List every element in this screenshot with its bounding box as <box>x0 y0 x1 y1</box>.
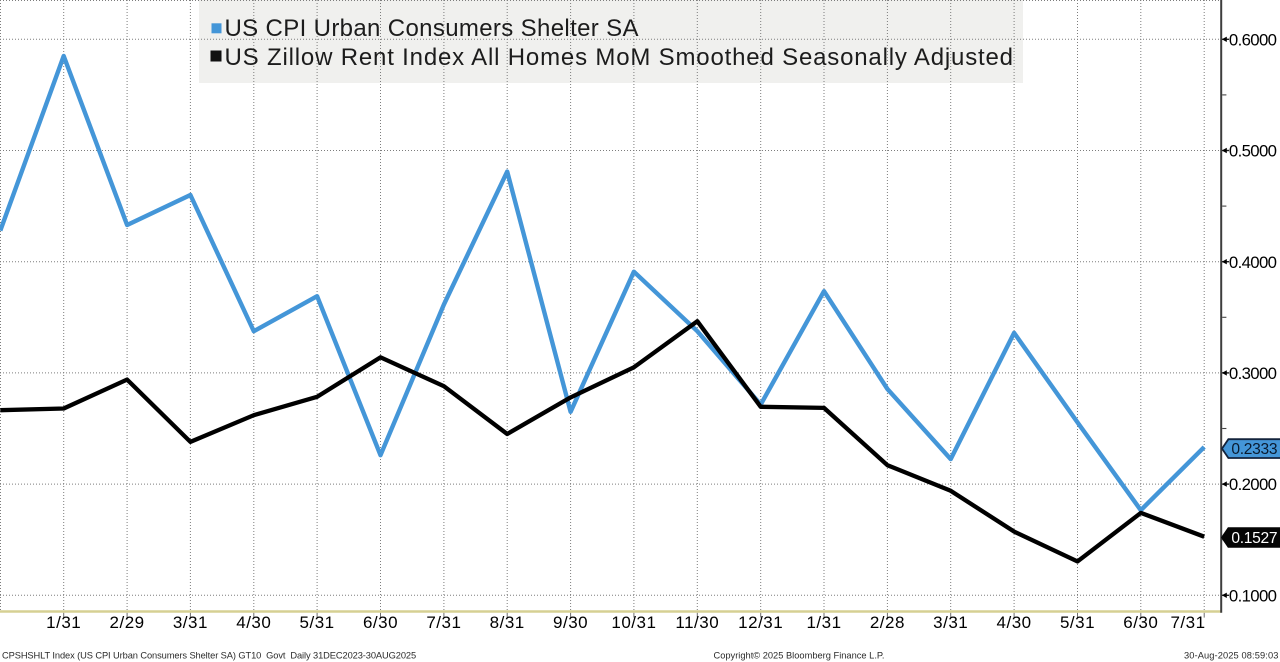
svg-text:0.1000: 0.1000 <box>1229 586 1277 605</box>
svg-text:6/30: 6/30 <box>1123 613 1158 632</box>
svg-text:8/31: 8/31 <box>490 613 525 632</box>
svg-text:3/31: 3/31 <box>173 613 208 632</box>
svg-text:0.1527: 0.1527 <box>1231 530 1277 547</box>
svg-text:US Zillow Rent Index All Homes: US Zillow Rent Index All Homes MoM Smoot… <box>225 44 1014 71</box>
svg-text:0.2000: 0.2000 <box>1229 475 1277 494</box>
svg-text:5/31: 5/31 <box>300 613 335 632</box>
svg-text:1/31: 1/31 <box>46 613 81 632</box>
svg-text:0.6000: 0.6000 <box>1229 30 1277 49</box>
svg-text:6/30: 6/30 <box>363 613 398 632</box>
svg-text:4/30: 4/30 <box>236 613 271 632</box>
svg-text:11/30: 11/30 <box>675 613 719 632</box>
svg-text:5/31: 5/31 <box>1060 613 1095 632</box>
svg-text:0.5000: 0.5000 <box>1229 142 1277 161</box>
svg-text:CPSHSHLT Index (US CPI Urban C: CPSHSHLT Index (US CPI Urban Consumers S… <box>2 650 416 660</box>
svg-text:7/31: 7/31 <box>1170 613 1205 632</box>
svg-text:1/31: 1/31 <box>806 613 841 632</box>
svg-text:7/31: 7/31 <box>426 613 461 632</box>
svg-text:4/30: 4/30 <box>997 613 1032 632</box>
svg-text:3/31: 3/31 <box>933 613 968 632</box>
svg-text:9/30: 9/30 <box>553 613 588 632</box>
svg-text:12/31: 12/31 <box>738 613 783 632</box>
svg-text:US CPI Urban Consumers Shelter: US CPI Urban Consumers Shelter SA <box>225 15 639 42</box>
svg-text:0.3000: 0.3000 <box>1229 364 1277 383</box>
svg-text:2/29: 2/29 <box>110 613 145 632</box>
svg-text:Copyright© 2025 Bloomberg Fina: Copyright© 2025 Bloomberg Finance L.P. <box>713 650 884 660</box>
svg-text:10/31: 10/31 <box>611 613 656 632</box>
svg-text:0.2333: 0.2333 <box>1231 441 1277 458</box>
svg-text:2/28: 2/28 <box>870 613 905 632</box>
svg-text:30-Aug-2025 08:59:03: 30-Aug-2025 08:59:03 <box>1184 650 1279 660</box>
svg-text:0.4000: 0.4000 <box>1229 253 1277 272</box>
